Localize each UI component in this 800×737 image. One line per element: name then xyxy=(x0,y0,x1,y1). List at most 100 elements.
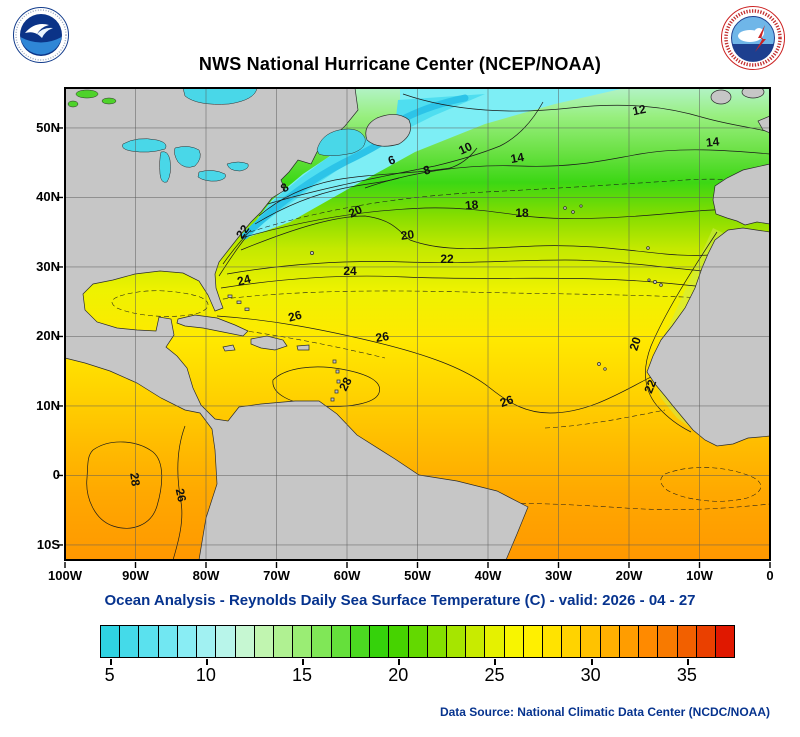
lake-winnipeg xyxy=(75,89,99,99)
y-axis-tick-label: 10S xyxy=(36,536,60,552)
colorbar-segment xyxy=(562,626,582,657)
small-islands xyxy=(227,204,663,402)
contour-label: 22 xyxy=(440,252,454,266)
hudson-bay xyxy=(182,88,258,105)
land-britain xyxy=(741,88,765,99)
land-jamaica xyxy=(222,344,236,352)
colorbar-segment xyxy=(158,626,178,657)
colorbar-segment xyxy=(504,626,524,657)
contour-label: 26 xyxy=(375,329,391,345)
colorbar-segment xyxy=(101,626,121,657)
landmasses xyxy=(65,88,770,560)
land-americas xyxy=(65,88,529,560)
x-axis-tick-label: 30W xyxy=(545,568,572,583)
colorbar-segment xyxy=(600,626,620,657)
colorbar-tick-label: 5 xyxy=(104,665,115,685)
noaa-emblem-icon xyxy=(13,7,69,63)
colorbar-tick xyxy=(590,659,593,665)
contour-label: 14 xyxy=(510,150,526,166)
colorbar-segment xyxy=(619,626,640,657)
colorbar-segment xyxy=(466,626,486,657)
colorbar-segment xyxy=(293,626,313,657)
analysis-caption: Ocean Analysis - Reynolds Daily Sea Surf… xyxy=(104,592,696,609)
x-axis-tick-label: 10W xyxy=(686,568,713,583)
contour-label: 22 xyxy=(641,377,659,395)
contour-label: 28 xyxy=(127,472,143,487)
contour-label: 18 xyxy=(515,206,529,220)
x-axis-tick-label: 70W xyxy=(263,568,290,583)
contour-label: 20 xyxy=(346,202,364,220)
labrador-cold-water xyxy=(401,94,469,122)
land-puerto-rico xyxy=(296,344,310,351)
colorbar-tick-label: 35 xyxy=(676,665,697,685)
page-title: NWS National Hurricane Center (NCEP/NOAA… xyxy=(198,54,602,74)
y-axis-tick-label: 40N xyxy=(36,189,60,205)
nws-emblem-icon xyxy=(721,6,785,70)
contour-label: 18 xyxy=(464,197,479,212)
y-axis-tick-label: 30N xyxy=(36,258,60,274)
y-axis-tick-label: 50N xyxy=(36,119,60,135)
sst-map-canvas: 1214141088618182020222224242626262628282… xyxy=(57,87,771,568)
colorbar-segment xyxy=(446,626,467,657)
colorbar-segment xyxy=(543,626,563,657)
colorbar-segment xyxy=(331,626,351,657)
colorbar-segment xyxy=(254,626,274,657)
colorbar-segment xyxy=(523,626,544,657)
lake-huron xyxy=(174,146,201,168)
colorbar-tick xyxy=(686,659,689,665)
northern-lake-2 xyxy=(67,100,79,108)
land-africa xyxy=(646,227,770,447)
lat-lon-grid xyxy=(65,88,770,560)
colorbar-segment xyxy=(177,626,198,657)
colorbar-segment xyxy=(581,626,601,657)
contour-label: 26 xyxy=(173,487,190,503)
colorbar-tick-label: 20 xyxy=(388,665,409,685)
contour-label: 20 xyxy=(400,227,415,243)
contour-label: 12 xyxy=(631,102,647,119)
colorbar-segment xyxy=(312,626,332,657)
data-source: Data Source: National Climatic Data Cent… xyxy=(439,705,770,719)
colorbar-tick xyxy=(302,659,305,665)
colorbar-tick xyxy=(398,659,401,665)
x-axis-tick-label: 0 xyxy=(766,568,774,583)
y-axis-tick-label: 10N xyxy=(36,397,60,413)
cold-water-region xyxy=(241,88,625,240)
colorbar-tick-label: 10 xyxy=(195,665,216,685)
colorbar-tick xyxy=(205,659,208,665)
contour-label: 28 xyxy=(336,375,355,394)
colorbar-segment xyxy=(370,626,390,657)
x-axis-tick-label: 80W xyxy=(192,568,220,583)
colorbar-segment xyxy=(197,626,217,657)
noaa-logo xyxy=(12,6,70,69)
axis-ticks xyxy=(57,127,771,568)
colorbar-segment xyxy=(120,626,140,657)
lake-erie xyxy=(197,170,226,182)
colorbar-segment xyxy=(408,626,428,657)
contour-label: 20 xyxy=(626,335,644,352)
lake-michigan xyxy=(159,151,171,183)
sst-map: 12 14 14 10 8 8 6 18 18 20 20 22 22 24 24 26 26 26 26 28 28 2… xyxy=(57,87,771,568)
colorbar-segment xyxy=(235,626,255,657)
colorbar-segment xyxy=(696,626,716,657)
contour-label: 8 xyxy=(421,162,432,177)
colorbar-segment xyxy=(716,626,735,657)
x-axis-tick-label: 100W xyxy=(48,568,82,583)
x-axis-tick-label: 20W xyxy=(615,568,643,583)
contour-label: 24 xyxy=(343,264,357,278)
colorbar-segment xyxy=(427,626,447,657)
land-newfoundland xyxy=(365,114,411,147)
gulf-st-lawrence xyxy=(316,128,366,156)
x-axis-tick-label: 90W xyxy=(122,568,149,583)
land-ireland xyxy=(710,89,732,105)
colorbar-segment xyxy=(273,626,294,657)
contour-label: 26 xyxy=(498,392,516,410)
land-cuba xyxy=(176,314,249,337)
plot-frame xyxy=(64,87,771,561)
x-axis-tick-label: 40W xyxy=(474,568,502,583)
lake-superior xyxy=(122,138,167,153)
y-axis-tick-label: 0 xyxy=(52,467,60,483)
colorbar-segment xyxy=(350,626,371,657)
contour-label: 14 xyxy=(705,134,720,149)
colorbar-tick-label: 30 xyxy=(580,665,601,685)
